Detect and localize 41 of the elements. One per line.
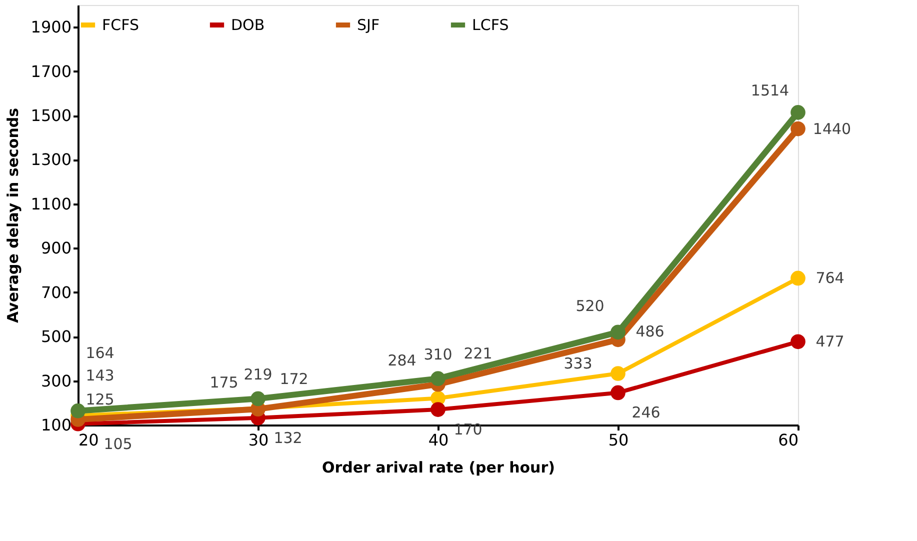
data-label: 310	[424, 346, 452, 364]
data-label: 1514	[750, 81, 790, 100]
data-label: 132	[274, 428, 302, 447]
data-label: 284	[388, 351, 416, 370]
data-label: 164	[86, 344, 114, 362]
legend-label: SJF	[357, 16, 380, 34]
data-label: 219	[244, 366, 272, 384]
y-tick-label: 1300	[30, 150, 72, 170]
data-label: 246	[632, 404, 660, 422]
data-label: 764	[816, 269, 844, 288]
y-tick-label: 1500	[30, 106, 72, 126]
data-label: 486	[636, 322, 664, 341]
data-label: 333	[564, 354, 592, 372]
x-tick-label: 20	[78, 430, 99, 450]
y-tick-label: 300	[40, 371, 72, 390]
data-label: 105	[104, 434, 132, 453]
y-tick-label: 1100	[30, 194, 72, 214]
x-tick-label: 50	[608, 430, 629, 450]
y-tick-label: 700	[40, 282, 72, 302]
y-tick-label: 900	[40, 238, 72, 258]
data-label: 175	[210, 373, 238, 392]
y-tick-label: 500	[40, 327, 72, 346]
data-label: 170	[454, 420, 482, 439]
y-tick-label: 1700	[30, 62, 72, 81]
data-label: 1440	[812, 120, 852, 138]
data-label: 125	[86, 390, 114, 408]
legend-label: LCFS	[472, 16, 509, 34]
x-tick-label: 40	[428, 430, 449, 450]
legend-label: DOB	[231, 16, 265, 34]
y-tick-label: 100	[40, 416, 72, 434]
y-tick-label: 1900	[30, 18, 72, 37]
x-tick-label: 30	[248, 430, 269, 450]
x-tick-label: 60	[778, 430, 798, 450]
legend-label: FCFS	[102, 16, 139, 34]
data-label: 143	[86, 366, 114, 384]
data-label: 221	[464, 344, 492, 362]
data-label: 172	[280, 370, 308, 388]
x-axis-title: Order arival rate (per hour)	[322, 458, 555, 476]
data-label: 477	[816, 332, 844, 351]
y-axis-title: Average delay in seconds	[4, 108, 22, 324]
data-label: 520	[576, 297, 604, 316]
